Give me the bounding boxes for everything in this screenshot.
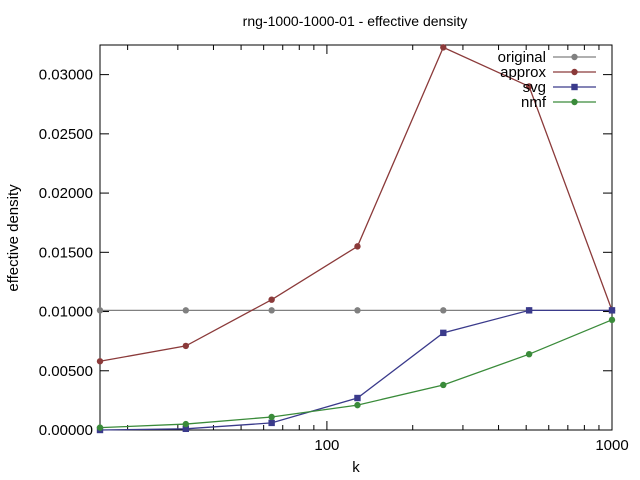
legend-label: svg [523, 79, 546, 96]
data-point-svg [608, 307, 616, 314]
series-layer [96, 44, 616, 434]
data-point-nmf [525, 350, 533, 358]
y-tick-label: 0.01500 [39, 244, 93, 261]
data-point-nmf [96, 424, 104, 431]
data-point-nmf [440, 381, 447, 389]
chart-title: rng-1000-1000-01 - effective density [243, 13, 468, 29]
series-line-svg [99, 309, 612, 431]
legend-marker [571, 98, 578, 106]
data-point-approx [268, 296, 275, 303]
legend-label: approx [500, 64, 546, 81]
y-tick-label: 0.03000 [39, 67, 93, 84]
plot-frame [99, 44, 613, 431]
data-point-approx [440, 44, 447, 51]
data-point-approx [525, 83, 533, 90]
legend-label: nmf [521, 94, 547, 111]
data-point-svg [182, 425, 190, 433]
data-point-approx [96, 358, 104, 365]
tick-labels: 0.00000 0.00500 0.01000 0.01500 0.02000 0.025… [39, 67, 629, 454]
series-approx [96, 44, 616, 365]
data-point-original [440, 307, 447, 314]
y-axis-label: effective density [5, 184, 22, 292]
data-point-nmf [608, 316, 616, 324]
data-point-original [268, 307, 275, 314]
legend-item-approx: approx [500, 64, 596, 81]
data-point-nmf [182, 420, 190, 428]
legend-item-original: original [498, 49, 596, 66]
y-tick-label: 0.01000 [39, 304, 93, 321]
series-nmf [96, 316, 616, 431]
data-point-approx [354, 243, 361, 250]
x-axis-label: k [352, 459, 360, 476]
legend-item-svg: svg [523, 79, 596, 96]
data-point-svg [354, 394, 361, 402]
y-tick-label: 0.00500 [39, 363, 93, 380]
y-tick-label: 0.02000 [39, 185, 93, 202]
legend-marker [571, 83, 578, 91]
series-svg [96, 307, 616, 434]
legend-marker [571, 68, 578, 76]
data-point-nmf [268, 413, 275, 421]
y-tick-label: 0.02500 [39, 126, 93, 143]
legend-marker [571, 53, 578, 61]
data-point-svg [525, 307, 533, 314]
data-point-approx [182, 342, 190, 350]
data-point-svg [440, 329, 447, 337]
data-point-original [96, 307, 104, 314]
data-point-nmf [354, 401, 361, 409]
x-tick-label: 100 [314, 437, 339, 454]
x-tick-label: 1000 [595, 437, 628, 454]
data-point-original [354, 307, 361, 314]
data-point-original [182, 307, 190, 314]
legend-label: original [498, 49, 546, 66]
data-point-svg [268, 419, 275, 427]
y-tick-label: 0.00000 [39, 422, 93, 439]
legend-item-nmf: nmf [521, 94, 596, 111]
axis-ticks [100, 45, 613, 431]
series-line-nmf [99, 319, 613, 429]
